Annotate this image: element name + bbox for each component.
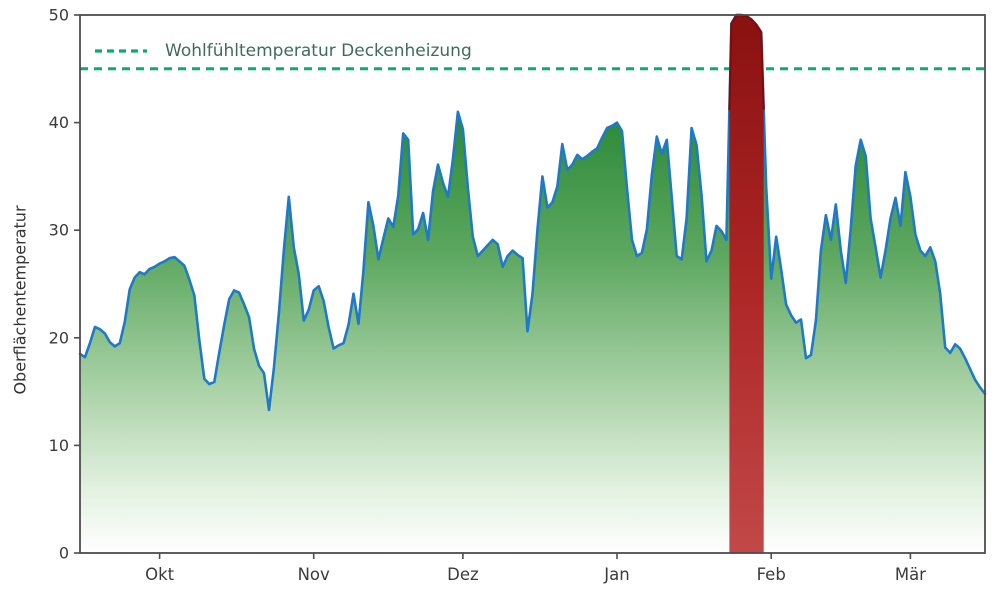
- x-tick-label: Nov: [298, 565, 330, 584]
- overheat-region-edge: [728, 13, 765, 111]
- y-tick-label: 10: [49, 436, 69, 455]
- temperature-line: [78, 13, 987, 412]
- x-tick-label: Mär: [895, 565, 926, 584]
- x-tick-label: Okt: [145, 565, 175, 584]
- y-axis-label: Oberflächentemperatur: [10, 205, 30, 395]
- overheat-region: [729, 15, 764, 553]
- y-tick-label: 0: [59, 544, 69, 563]
- y-tick-label: 30: [49, 221, 69, 240]
- x-tick-label: Dez: [447, 565, 479, 584]
- y-tick-label: 40: [49, 113, 69, 132]
- x-tick-label: Jan: [603, 565, 629, 584]
- plot-border: [79, 14, 986, 554]
- dashed-line-icon: [95, 49, 147, 53]
- x-tick-label: Feb: [757, 565, 786, 584]
- legend: Wohlfühltemperatur Deckenheizung: [93, 38, 472, 64]
- y-tick-label: 50: [49, 6, 69, 25]
- legend-label: Wohlfühltemperatur Deckenheizung: [165, 41, 472, 61]
- y-tick-label: 20: [49, 328, 69, 347]
